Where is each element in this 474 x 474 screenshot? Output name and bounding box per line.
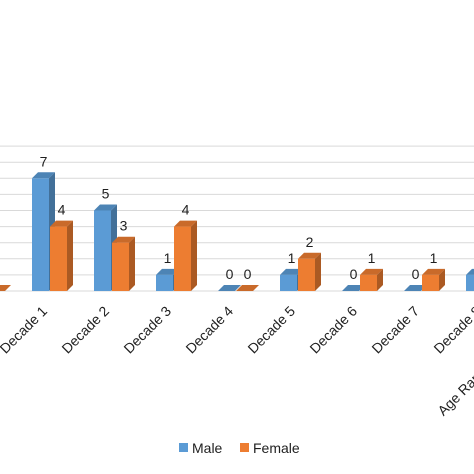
data-label: 7 xyxy=(40,153,48,169)
x-tick-label: Decade 7 xyxy=(368,303,422,357)
bar-female-offscreen xyxy=(0,285,11,291)
bar-male xyxy=(466,268,474,291)
x-tick-label: Decade 8 xyxy=(430,303,474,357)
legend-label-female: Female xyxy=(253,440,300,456)
data-label: 1 xyxy=(288,250,296,266)
bar-female xyxy=(174,220,197,291)
x-axis-tick-labels: Decade 1 Decade 2 Decade 3 Decade 4 Decade 5… xyxy=(0,303,474,419)
bar-female xyxy=(298,252,321,291)
gridlines xyxy=(0,145,474,292)
x-tick-label: Decade 1 xyxy=(0,303,50,357)
data-label: 0 xyxy=(350,266,358,282)
data-label: 0 xyxy=(226,266,234,282)
bar-female xyxy=(360,268,383,291)
data-label: 1 xyxy=(164,250,172,266)
x-tick-label: Decade 4 xyxy=(182,303,236,357)
data-label: 4 xyxy=(58,202,66,218)
data-label: 0 xyxy=(244,266,252,282)
bar-male xyxy=(218,285,241,291)
bar-male xyxy=(342,285,365,291)
data-labels: 745314001201011 xyxy=(40,153,474,282)
x-tick-label: Decade 2 xyxy=(58,303,112,357)
legend-swatch-male xyxy=(179,443,188,452)
data-label: 3 xyxy=(120,218,128,234)
legend-swatch-female xyxy=(240,443,249,452)
legend: Male Female xyxy=(179,440,300,456)
bar-female xyxy=(112,236,135,291)
legend-label-male: Male xyxy=(192,440,223,456)
data-label: 2 xyxy=(306,234,314,250)
x-tick-label: Decade 5 xyxy=(244,303,298,357)
data-label: 4 xyxy=(182,202,190,218)
bar-female xyxy=(50,220,73,291)
data-label: 1 xyxy=(430,250,438,266)
data-label: 5 xyxy=(102,186,110,202)
data-label: 1 xyxy=(368,250,376,266)
bar-female xyxy=(236,285,259,291)
bar-female xyxy=(422,268,445,291)
bar-male xyxy=(404,285,427,291)
x-tick-label: Decade 3 xyxy=(120,303,174,357)
bars xyxy=(0,172,474,291)
x-tick-label: Decade 6 xyxy=(306,303,360,357)
x-axis-title: Age Ran xyxy=(434,369,474,419)
data-label: 0 xyxy=(412,266,420,282)
